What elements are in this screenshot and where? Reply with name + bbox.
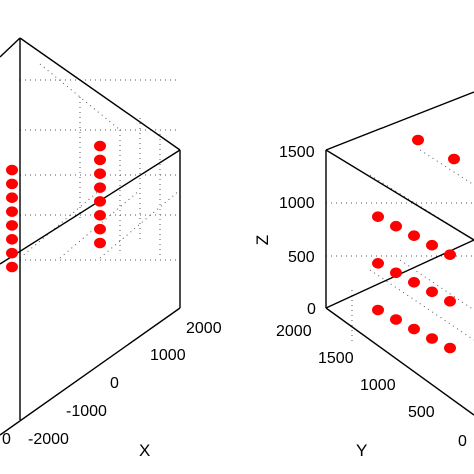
left-3d-plot: 2000 1000 0 -1000 -2000 0 X <box>0 37 222 460</box>
data-point <box>426 286 438 298</box>
data-point <box>6 206 18 217</box>
data-point <box>94 196 106 207</box>
right-3d-plot: 1500 1000 500 0 Z 2000 1500 1000 500 0 Y <box>253 91 474 460</box>
data-point <box>6 261 18 273</box>
data-point <box>94 182 106 193</box>
data-point <box>390 314 402 325</box>
left-box <box>0 37 181 436</box>
data-point <box>94 237 106 249</box>
right-z-tick-500: 500 <box>288 249 315 266</box>
left-x-tick-1000: 1000 <box>150 347 186 364</box>
left-x-tick-0: 0 <box>110 375 119 392</box>
data-point <box>408 323 420 335</box>
right-y-tick-1500: 1500 <box>318 350 354 367</box>
left-x-tick-m1000: -1000 <box>66 403 107 420</box>
data-point <box>6 192 18 203</box>
data-point <box>444 342 456 354</box>
data-point <box>6 247 18 259</box>
right-y-tick-2000: 2000 <box>276 323 312 340</box>
data-point <box>408 277 420 288</box>
right-y-tick-500: 500 <box>408 404 435 421</box>
data-point <box>6 220 18 231</box>
data-point <box>94 154 106 166</box>
right-z-tick-1500: 1500 <box>279 144 315 161</box>
data-point <box>94 140 106 152</box>
data-point <box>6 234 18 245</box>
right-grid <box>326 149 474 345</box>
data-point <box>94 223 106 235</box>
right-y-tick-1000: 1000 <box>360 377 396 394</box>
data-point <box>94 168 106 179</box>
right-z-tick-0: 0 <box>307 301 316 318</box>
data-point <box>6 178 18 190</box>
data-point <box>412 134 424 146</box>
right-z-axis-label: Z <box>253 235 272 245</box>
left-y-tick-0: 0 <box>2 431 11 448</box>
data-point <box>426 333 438 344</box>
right-y-tick-0: 0 <box>458 433 467 450</box>
data-point <box>390 267 402 279</box>
left-x-tick-2000: 2000 <box>186 320 222 337</box>
data-point <box>444 296 456 307</box>
data-point <box>372 304 384 316</box>
data-point <box>372 211 384 222</box>
right-y-axis-label: Y <box>356 441 367 460</box>
data-point <box>6 164 18 176</box>
data-point <box>444 249 456 260</box>
data-point <box>448 153 460 165</box>
left-x-tick-m2000: -2000 <box>28 431 69 448</box>
data-point <box>390 220 402 232</box>
data-point <box>94 210 106 221</box>
left-markers <box>6 140 106 273</box>
data-point <box>372 258 384 269</box>
right-markers <box>372 134 460 354</box>
data-point <box>426 239 438 251</box>
right-z-tick-1000: 1000 <box>279 195 315 212</box>
left-x-axis-label: X <box>139 441 150 460</box>
data-point <box>408 230 420 241</box>
